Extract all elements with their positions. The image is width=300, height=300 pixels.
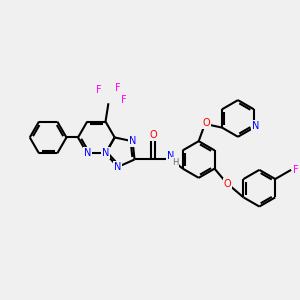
Text: O: O [224,179,231,189]
Text: F: F [96,85,102,95]
Text: F: F [293,165,299,175]
Text: F: F [121,94,127,105]
Text: N: N [167,151,174,160]
Text: N: N [129,136,136,146]
Text: H: H [172,158,178,167]
Text: F: F [115,83,120,93]
Text: N: N [102,148,109,158]
Text: N: N [252,121,260,131]
Text: N: N [83,148,91,158]
Text: N: N [114,162,122,172]
Text: O: O [202,118,210,128]
Text: O: O [149,130,157,140]
